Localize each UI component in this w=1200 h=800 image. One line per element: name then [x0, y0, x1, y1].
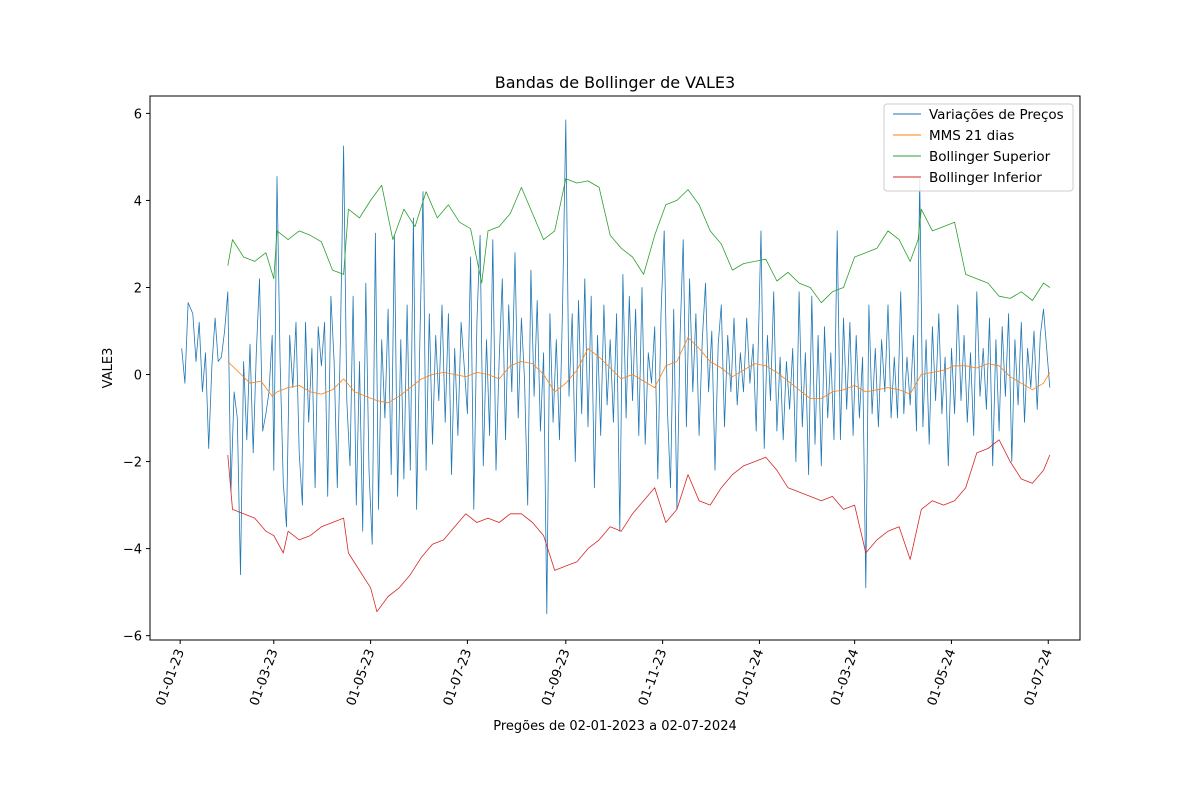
- series-line-variacoes: [181, 119, 1051, 615]
- x-tick-label: 01-09-23: [539, 647, 573, 708]
- legend-label-mms: MMS 21 dias: [929, 128, 1014, 144]
- x-tick-label: 01-07-23: [441, 647, 475, 708]
- plot-frame: [149, 95, 1081, 641]
- series-line-mms: [227, 337, 1051, 404]
- y-tick-label: 0: [134, 369, 142, 384]
- chart-title: Bandas de Bollinger de VALE3: [495, 73, 735, 92]
- x-tick-label: 01-01-23: [154, 647, 188, 708]
- legend-label-inferior: Bollinger Inferior: [929, 170, 1042, 186]
- y-tick-label: −6: [123, 630, 142, 645]
- legend-box: [883, 103, 1074, 192]
- y-tick-label: 2: [134, 281, 142, 296]
- x-tick-label: 01-05-24: [925, 647, 959, 708]
- x-axis-title: Pregões de 02-01-2023 a 02-07-2024: [493, 719, 737, 734]
- y-axis-title: VALE3: [101, 348, 116, 389]
- x-tick-label: 01-01-24: [733, 647, 767, 708]
- y-tick-label: −4: [123, 543, 142, 558]
- series-line-bollinger-inferior: [227, 439, 1051, 613]
- legend: Variações de Preços MMS 21 dias Bollinge…: [883, 103, 1074, 192]
- x-tick-label: 01-11-23: [636, 647, 670, 708]
- x-tick-label: 01-03-23: [247, 647, 281, 708]
- y-tick-label: 4: [134, 194, 142, 209]
- legend-label-superior: Bollinger Superior: [929, 149, 1051, 165]
- x-tick-label: 01-05-23: [344, 647, 378, 708]
- x-tick-label: 01-03-24: [828, 647, 862, 708]
- series-line-bollinger-superior: [227, 178, 1051, 304]
- legend-label-precos: Variações de Preços: [929, 107, 1064, 123]
- y-tick-label: −2: [123, 456, 142, 471]
- y-tick-label: 6: [134, 107, 142, 122]
- x-tick-label: 01-07-24: [1022, 647, 1056, 708]
